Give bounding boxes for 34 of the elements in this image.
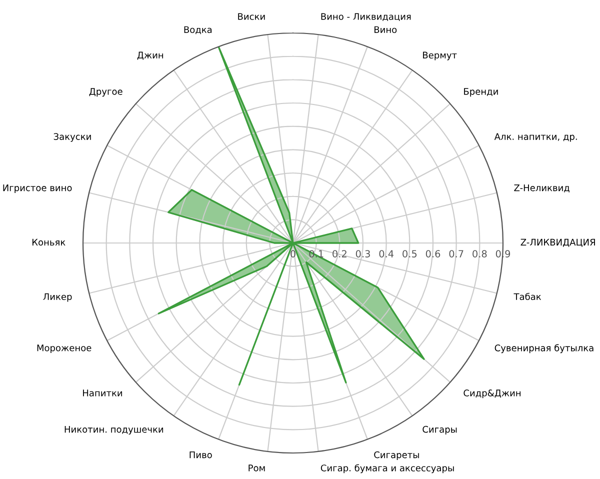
spoke-label: Алк. напитки, др. [494,133,577,142]
y-tick-label: 0.8 [472,250,487,258]
spoke-label: Водка [184,26,212,34]
spoke-label: Джин [137,52,164,60]
y-tick-label: 0 [290,250,296,258]
y-tick-label: 0.3 [356,250,370,258]
spoke-label: Сигары [422,426,457,434]
spoke-label: Мороженое [37,344,92,354]
spoke-label: Сигареты [374,451,419,460]
spoke-label: Вино [374,26,397,34]
y-tick-label: 0.4 [379,250,394,258]
spoke-label: Вермут [423,52,457,60]
y-tick-label: 0.7 [449,250,464,258]
spoke-label: Ром [248,464,265,472]
spoke-label: Закуски [54,133,91,142]
spoke-label: Игристое вино [3,184,72,193]
y-tick-label: 0.2 [332,250,346,258]
spoke-label: Табак [514,292,542,300]
y-tick-label: 0.5 [402,250,417,258]
spoke-label: Ликер [43,293,72,302]
spoke-label: Напитки [83,390,122,396]
spoke-label: Z-Неликвид [514,184,570,192]
spoke-label: Сувенирная бутылка [494,344,594,354]
spoke-label: Z-ЛИКВИДАЦИЯ [520,238,595,247]
spoke-label: Другое [89,88,122,97]
spoke-label: Бренди [464,88,498,97]
y-tick-label: 0.6 [426,250,440,258]
spoke-label: Виски [238,13,265,20]
spoke-label: Коньяк [32,238,66,246]
spoke-label: Сигар. бумага и аксессуары [320,464,454,474]
spoke-label: Пиво [190,451,212,458]
spoke-label: Никотин. подушечки [64,426,164,434]
spoke-label: Вино - Ликвидация [321,13,411,22]
spoke-label: Сидр&Джин [464,390,520,398]
